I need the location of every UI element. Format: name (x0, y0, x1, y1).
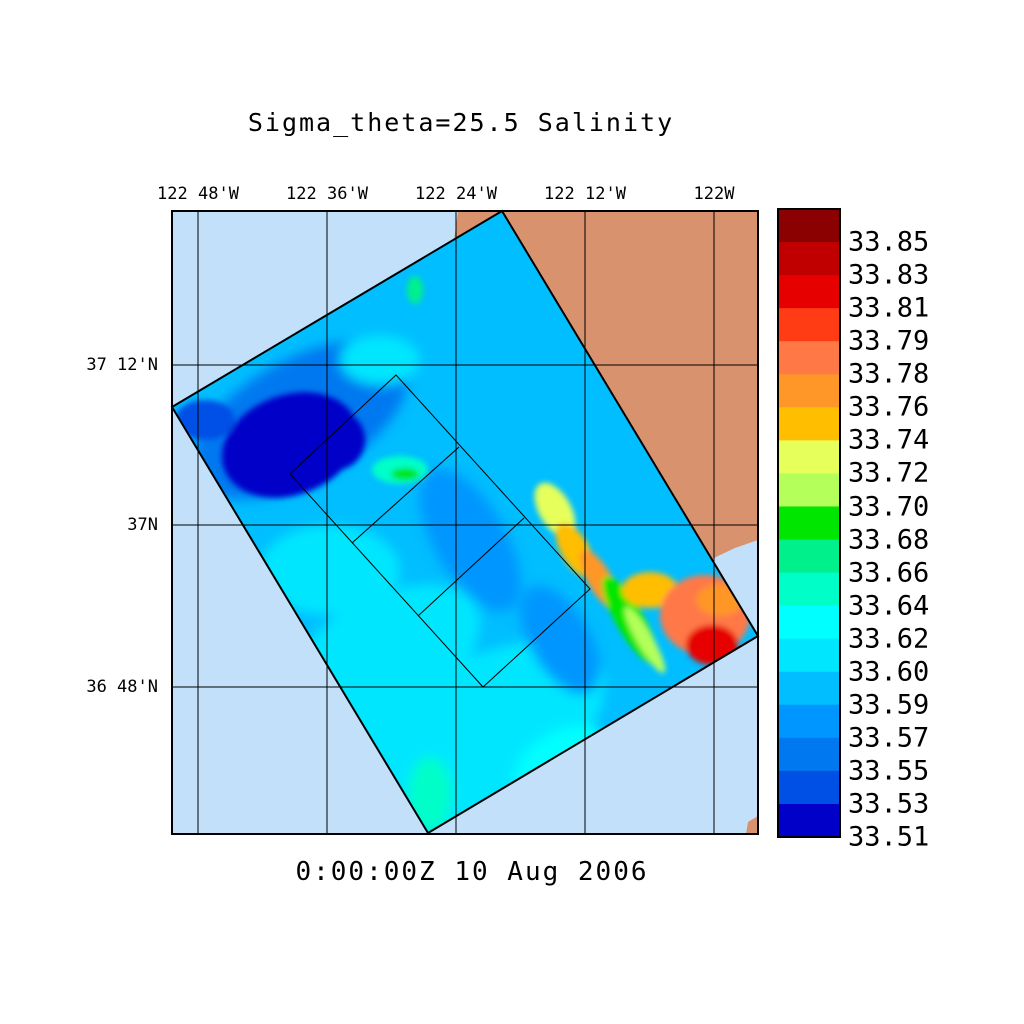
colorbar-label: 33.81 (848, 292, 930, 324)
colorbar-label: 33.76 (848, 391, 930, 423)
colorbar-label: 33.68 (848, 524, 930, 555)
colorbar-label: 33.70 (848, 491, 930, 522)
sampling-grid (289, 374, 591, 688)
colorbar-swatch (778, 605, 840, 640)
colorbar-swatch (778, 638, 840, 673)
time-label: 0:00:00Z 10 Aug 2006 (295, 857, 649, 887)
colorbar-label: 33.74 (848, 424, 930, 456)
colorbar-label: 33.85 (848, 226, 930, 258)
map-title: Sigma_theta=25.5 Salinity (247, 108, 675, 137)
lat-label-36-48n: 36 48'N (86, 677, 158, 697)
colorbar-frame (777, 208, 841, 838)
colorbar-label: 33.83 (848, 259, 930, 291)
lon-label-122-36w: 122 36'W (286, 184, 368, 204)
colorbar-swatch (778, 506, 840, 541)
colorbar-label: 33.72 (848, 457, 930, 489)
colorbar-swatch (778, 440, 840, 475)
map-frame (171, 210, 759, 835)
colorbar-label: 33.78 (848, 358, 930, 390)
colorbar-swatch (778, 737, 840, 772)
colorbar-label: 33.62 (848, 623, 930, 655)
lon-label-122-48w: 122 48'W (157, 184, 239, 204)
colorbar-swatch (778, 374, 840, 408)
colorbar-label: 33.51 (848, 821, 930, 853)
colorbar-swatch (778, 209, 840, 243)
land-speck (746, 816, 758, 834)
colorbar-label: 33.66 (848, 557, 930, 589)
colorbar-label: 33.79 (848, 325, 930, 357)
colorbar-swatch (778, 572, 840, 607)
colorbar-swatch (778, 473, 840, 508)
colorbar-label: 33.64 (848, 590, 930, 622)
colorbar-swatch (778, 671, 840, 706)
colorbar-swatch (778, 539, 840, 574)
colorbar-label: 33.57 (848, 722, 930, 754)
colorbar-swatch (778, 803, 840, 838)
lon-label-122-12w: 122 12'W (544, 184, 626, 204)
colorbar-label: 33.59 (848, 689, 930, 721)
colorbar-label: 33.53 (848, 788, 930, 820)
colorbar-label: 33.55 (848, 755, 930, 787)
colorbar-swatch (778, 704, 840, 739)
lon-label-122-24w: 122 24'W (415, 184, 497, 204)
colorbar-swatch (778, 770, 840, 805)
lon-label-122w: 122W (693, 184, 735, 204)
colorbar (778, 209, 840, 838)
lat-label-37n: 37N (127, 515, 158, 535)
colorbar-swatch (778, 341, 840, 375)
lat-label-37-12n: 37 12'N (86, 355, 158, 375)
colorbar-swatch (778, 275, 840, 309)
colorbar-swatch (778, 242, 840, 276)
colorbar-label: 33.60 (848, 656, 930, 688)
graticule (172, 211, 758, 834)
colorbar-swatch (778, 407, 840, 441)
colorbar-swatch (778, 308, 840, 342)
